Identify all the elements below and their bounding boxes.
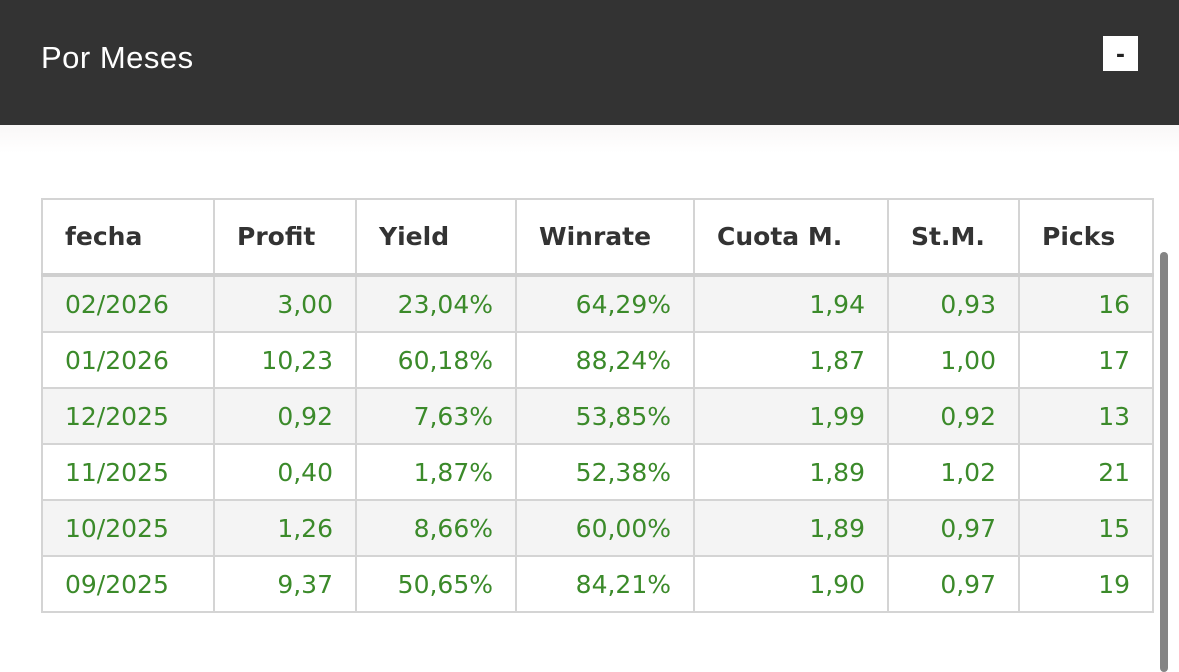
table-row: 10/2025 1,26 8,66% 60,00% 1,89 0,97 15 bbox=[41, 499, 1154, 557]
table-row: 01/2026 10,23 60,18% 88,24% 1,87 1,00 17 bbox=[41, 331, 1154, 389]
cell-profit: 10,23 bbox=[213, 331, 357, 389]
table-row: 11/2025 0,40 1,87% 52,38% 1,89 1,02 21 bbox=[41, 443, 1154, 501]
cell-profit: 0,92 bbox=[213, 387, 357, 445]
cell-picks: 21 bbox=[1018, 443, 1154, 501]
column-header-yield[interactable]: Yield bbox=[355, 198, 517, 277]
cell-stake: 0,92 bbox=[887, 387, 1020, 445]
cell-yield: 50,65% bbox=[355, 555, 517, 613]
cell-stake: 1,00 bbox=[887, 331, 1020, 389]
cell-fecha: 01/2026 bbox=[41, 331, 215, 389]
cell-stake: 1,02 bbox=[887, 443, 1020, 501]
scrollbar[interactable] bbox=[1160, 252, 1168, 672]
column-header-picks[interactable]: Picks bbox=[1018, 198, 1154, 277]
cell-yield: 23,04% bbox=[355, 274, 517, 333]
cell-winrate: 60,00% bbox=[515, 499, 695, 557]
cell-profit: 0,40 bbox=[213, 443, 357, 501]
cell-winrate: 88,24% bbox=[515, 331, 695, 389]
cell-winrate: 52,38% bbox=[515, 443, 695, 501]
cell-picks: 13 bbox=[1018, 387, 1154, 445]
cell-fecha: 10/2025 bbox=[41, 499, 215, 557]
cell-cuota: 1,89 bbox=[693, 499, 889, 557]
panel-title: Por Meses bbox=[41, 40, 194, 75]
column-header-winrate[interactable]: Winrate bbox=[515, 198, 695, 277]
cell-profit: 3,00 bbox=[213, 274, 357, 333]
cell-cuota: 1,94 bbox=[693, 274, 889, 333]
column-header-profit[interactable]: Profit bbox=[213, 198, 357, 277]
cell-picks: 15 bbox=[1018, 499, 1154, 557]
cell-profit: 1,26 bbox=[213, 499, 357, 557]
cell-yield: 8,66% bbox=[355, 499, 517, 557]
cell-fecha: 09/2025 bbox=[41, 555, 215, 613]
cell-stake: 0,93 bbox=[887, 274, 1020, 333]
cell-winrate: 64,29% bbox=[515, 274, 695, 333]
cell-winrate: 53,85% bbox=[515, 387, 695, 445]
cell-cuota: 1,89 bbox=[693, 443, 889, 501]
cell-profit: 9,37 bbox=[213, 555, 357, 613]
cell-yield: 7,63% bbox=[355, 387, 517, 445]
table-row: 09/2025 9,37 50,65% 84,21% 1,90 0,97 19 bbox=[41, 555, 1154, 613]
table-header-row: fecha Profit Yield Winrate Cuota M. St.M… bbox=[41, 198, 1154, 277]
cell-winrate: 84,21% bbox=[515, 555, 695, 613]
cell-stake: 0,97 bbox=[887, 555, 1020, 613]
cell-fecha: 11/2025 bbox=[41, 443, 215, 501]
table-row: 02/2026 3,00 23,04% 64,29% 1,94 0,93 16 bbox=[41, 274, 1154, 333]
cell-picks: 16 bbox=[1018, 274, 1154, 333]
cell-yield: 1,87% bbox=[355, 443, 517, 501]
column-header-cuota[interactable]: Cuota M. bbox=[693, 198, 889, 277]
header-shadow bbox=[0, 125, 1179, 153]
cell-picks: 19 bbox=[1018, 555, 1154, 613]
cell-cuota: 1,90 bbox=[693, 555, 889, 613]
cell-picks: 17 bbox=[1018, 331, 1154, 389]
cell-cuota: 1,99 bbox=[693, 387, 889, 445]
cell-yield: 60,18% bbox=[355, 331, 517, 389]
cell-fecha: 02/2026 bbox=[41, 274, 215, 333]
cell-cuota: 1,87 bbox=[693, 331, 889, 389]
column-header-fecha[interactable]: fecha bbox=[41, 198, 215, 277]
cell-stake: 0,97 bbox=[887, 499, 1020, 557]
column-header-stake[interactable]: St.M. bbox=[887, 198, 1020, 277]
collapse-button[interactable]: - bbox=[1103, 36, 1138, 71]
monthly-stats-table: fecha Profit Yield Winrate Cuota M. St.M… bbox=[41, 198, 1154, 613]
cell-fecha: 12/2025 bbox=[41, 387, 215, 445]
table-row: 12/2025 0,92 7,63% 53,85% 1,99 0,92 13 bbox=[41, 387, 1154, 445]
panel-header: Por Meses - bbox=[0, 0, 1179, 125]
